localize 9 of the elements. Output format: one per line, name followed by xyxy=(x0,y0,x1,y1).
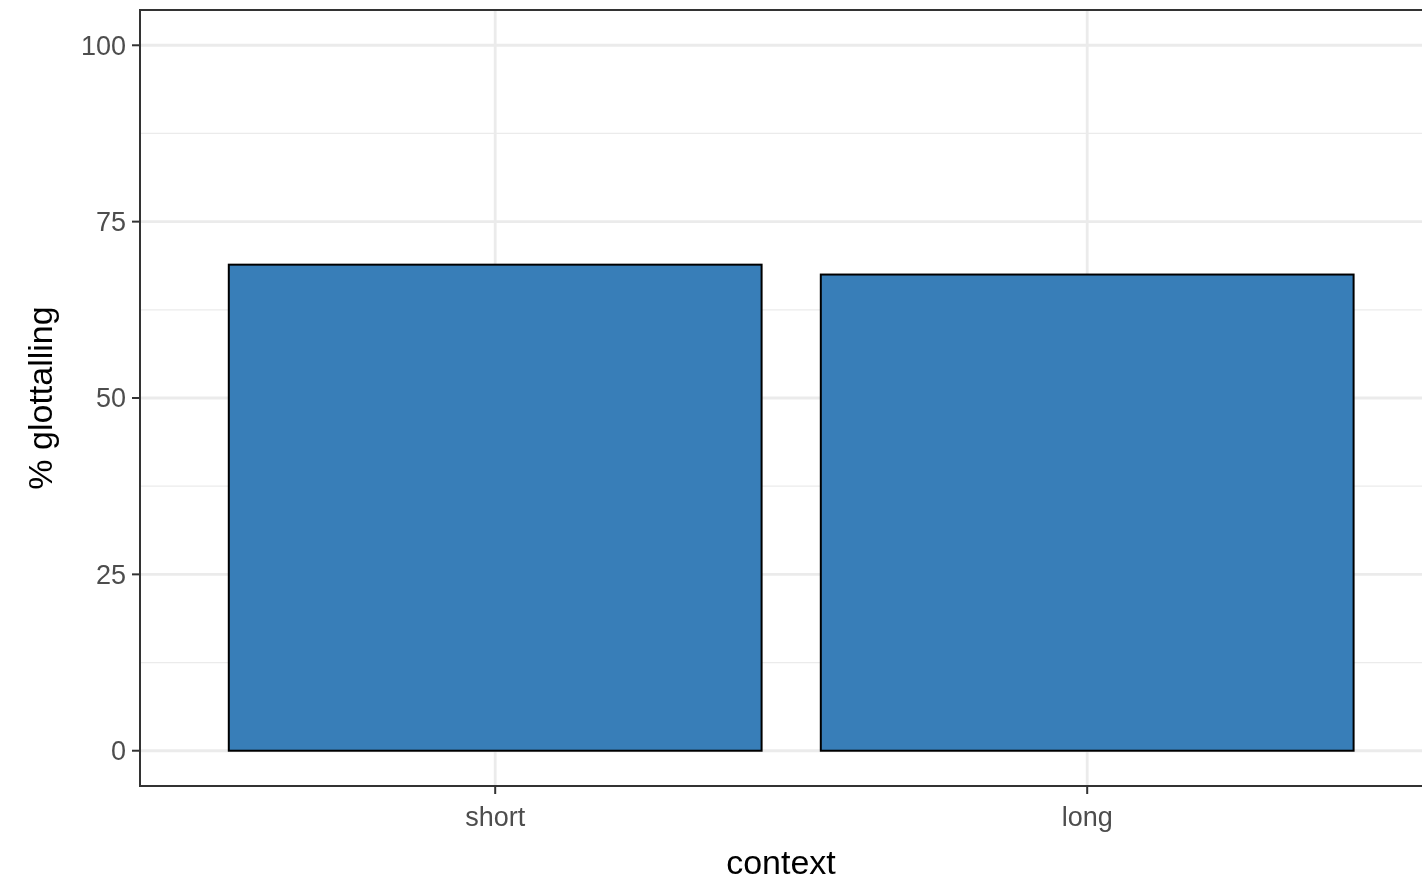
y-tick-label: 0 xyxy=(110,736,126,767)
y-tick-label: 50 xyxy=(95,383,126,414)
y-axis-title: % glottalling xyxy=(21,306,59,490)
x-axis-title: context xyxy=(726,843,837,881)
y-tick-label: 75 xyxy=(95,207,126,238)
y-tick-label: 100 xyxy=(80,30,126,61)
y-tick-label: 25 xyxy=(95,559,126,590)
x-tick-label: long xyxy=(1061,802,1113,832)
x-tick-label: short xyxy=(465,802,526,832)
